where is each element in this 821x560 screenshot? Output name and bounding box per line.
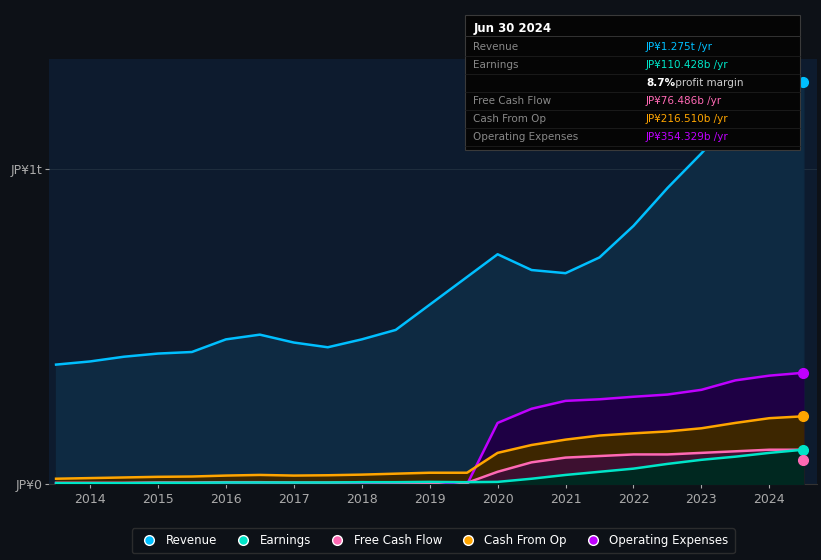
Text: JP¥76.486b /yr: JP¥76.486b /yr [646,96,722,106]
Text: Earnings: Earnings [473,60,519,71]
Text: 8.7%: 8.7% [646,78,675,88]
Text: JP¥110.428b /yr: JP¥110.428b /yr [646,60,728,71]
Text: Revenue: Revenue [473,43,518,53]
Text: JP¥354.329b /yr: JP¥354.329b /yr [646,132,729,142]
Text: Cash From Op: Cash From Op [473,114,546,124]
Text: JP¥216.510b /yr: JP¥216.510b /yr [646,114,728,124]
Text: profit margin: profit margin [672,78,744,88]
Text: Jun 30 2024: Jun 30 2024 [473,22,552,35]
Text: Operating Expenses: Operating Expenses [473,132,579,142]
Text: JP¥1.275t /yr: JP¥1.275t /yr [646,43,713,53]
Legend: Revenue, Earnings, Free Cash Flow, Cash From Op, Operating Expenses: Revenue, Earnings, Free Cash Flow, Cash … [131,528,735,553]
Text: Free Cash Flow: Free Cash Flow [473,96,552,106]
